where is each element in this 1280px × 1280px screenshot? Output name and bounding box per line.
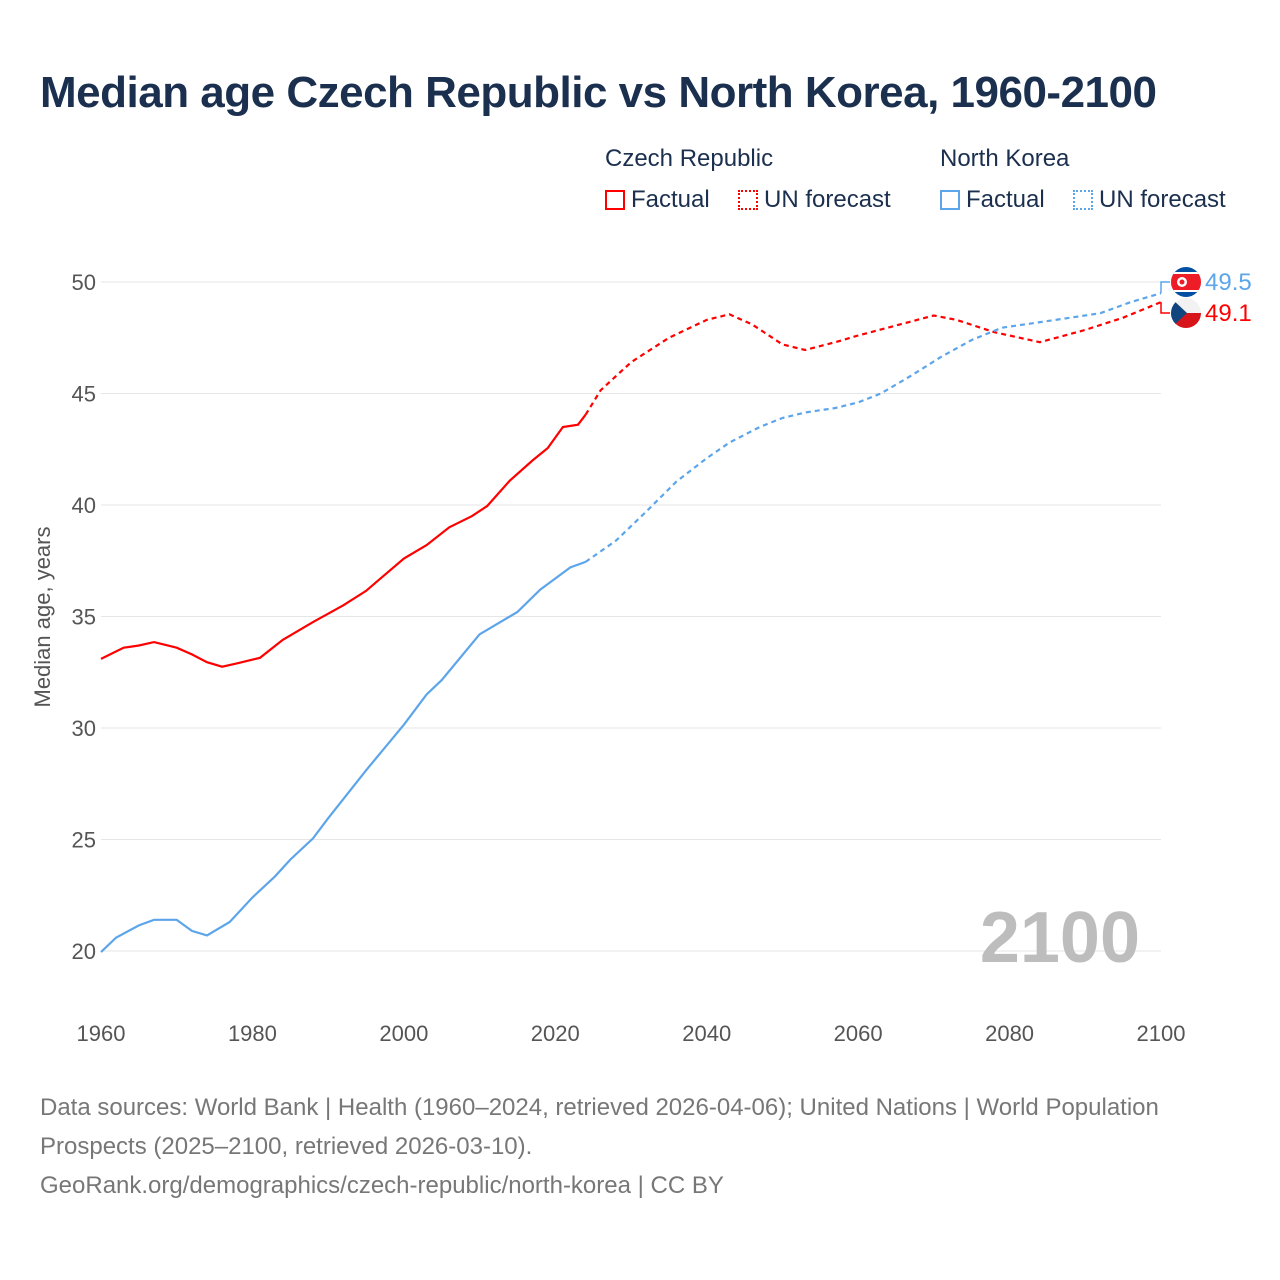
data-sources: Data sources: World Bank | Health (1960–… bbox=[40, 1094, 1159, 1160]
legend-swatch-dotted bbox=[738, 190, 758, 210]
legend-czech-forecast[interactable]: UN forecast bbox=[738, 186, 891, 214]
nk-connector bbox=[1160, 281, 1170, 294]
legend-swatch-solid bbox=[605, 190, 625, 210]
north-korea-flag-icon bbox=[1171, 267, 1201, 297]
legend-swatch-solid bbox=[940, 190, 960, 210]
y-axis-label: Median age, years bbox=[30, 527, 55, 708]
x-tick-label: 2040 bbox=[682, 1021, 731, 1046]
x-tick-label: 2100 bbox=[1137, 1021, 1186, 1046]
cz-end-value: 49.1 bbox=[1205, 300, 1252, 327]
x-tick-label: 2000 bbox=[379, 1021, 428, 1046]
year-watermark: 2100 bbox=[980, 898, 1140, 978]
north-korea-forecast-line bbox=[584, 292, 1162, 563]
czech-republic-forecast-line bbox=[584, 301, 1162, 416]
legend-label: UN forecast bbox=[764, 186, 891, 213]
legend-label: UN forecast bbox=[1099, 186, 1226, 213]
legend-group-north-korea: North Korea bbox=[940, 145, 1070, 172]
x-tick-label: 2080 bbox=[985, 1021, 1034, 1046]
legend-nk-factual[interactable]: Factual bbox=[940, 186, 1045, 214]
legend-label: Factual bbox=[631, 186, 710, 213]
nk-end-value: 49.5 bbox=[1205, 269, 1252, 296]
footer: Data sources: World Bank | Health (1960–… bbox=[40, 1088, 1220, 1205]
legend-czech-factual[interactable]: Factual bbox=[605, 186, 710, 214]
y-tick-label: 40 bbox=[72, 493, 96, 518]
y-tick-label: 25 bbox=[72, 828, 96, 853]
y-tick-label: 35 bbox=[72, 605, 96, 630]
legend-group-czech: Czech Republic bbox=[605, 145, 774, 172]
czech-flag-icon bbox=[1171, 298, 1201, 328]
chart-title: Median age Czech Republic vs North Korea… bbox=[40, 68, 1157, 117]
legend-label: Factual bbox=[966, 186, 1045, 213]
legend-nk-forecast[interactable]: UN forecast bbox=[1073, 186, 1226, 214]
x-tick-label: 1980 bbox=[228, 1021, 277, 1046]
x-tick-label: 2060 bbox=[834, 1021, 883, 1046]
y-tick-label: 45 bbox=[72, 382, 96, 407]
source-link[interactable]: GeoRank.org/demographics/czech-republic/… bbox=[40, 1172, 724, 1199]
czech-republic-factual-line bbox=[100, 414, 587, 668]
x-tick-label: 1960 bbox=[77, 1021, 126, 1046]
y-tick-label: 50 bbox=[72, 270, 96, 295]
north-korea-factual-line bbox=[100, 560, 586, 953]
cz-connector bbox=[1160, 302, 1170, 314]
legend-swatch-dotted bbox=[1073, 190, 1093, 210]
x-tick-label: 2020 bbox=[531, 1021, 580, 1046]
y-tick-label: 30 bbox=[72, 716, 96, 741]
y-tick-label: 20 bbox=[72, 939, 96, 964]
